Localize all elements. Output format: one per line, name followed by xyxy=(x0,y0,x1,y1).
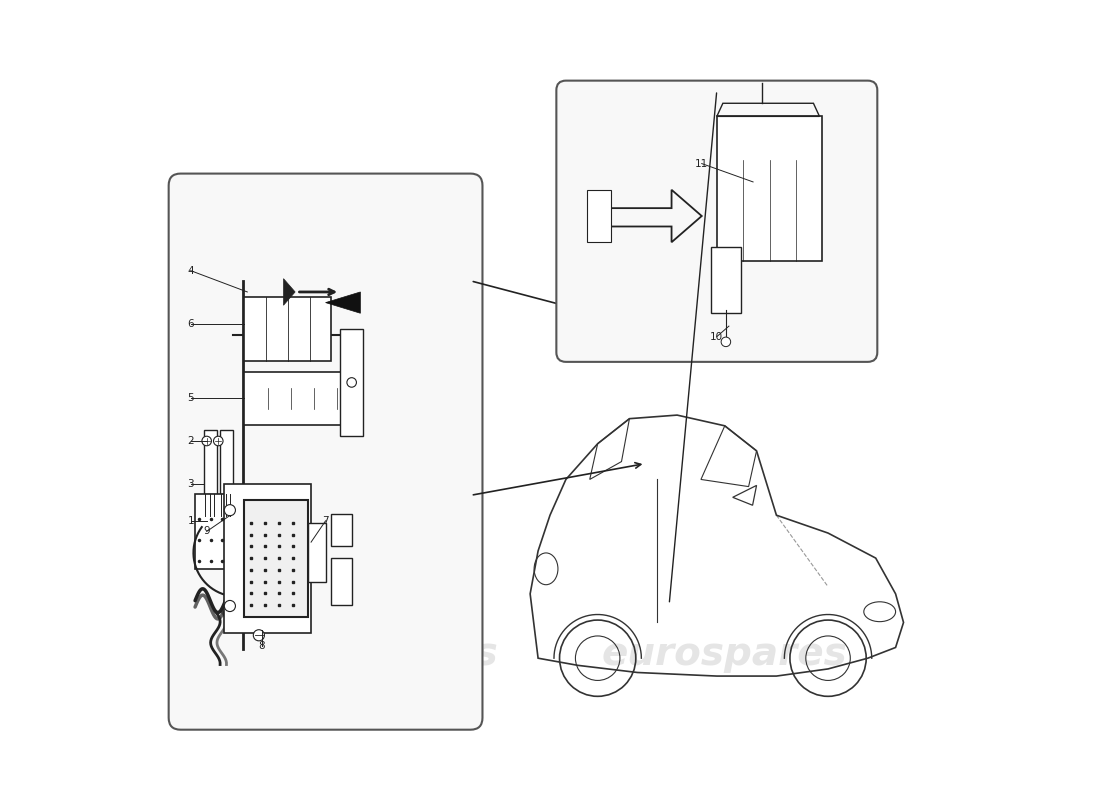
Text: 7: 7 xyxy=(322,516,329,526)
Text: 3: 3 xyxy=(187,478,194,489)
FancyBboxPatch shape xyxy=(220,430,233,494)
Text: 10: 10 xyxy=(711,332,724,342)
Text: eurospares: eurospares xyxy=(252,635,498,674)
Circle shape xyxy=(722,337,730,346)
Circle shape xyxy=(202,436,211,446)
Text: eurospares: eurospares xyxy=(602,635,848,674)
Polygon shape xyxy=(284,278,295,306)
Circle shape xyxy=(213,436,223,446)
Text: 8: 8 xyxy=(258,641,265,651)
FancyBboxPatch shape xyxy=(244,298,331,361)
Text: 5: 5 xyxy=(187,394,194,403)
Text: 9: 9 xyxy=(204,526,210,537)
Circle shape xyxy=(224,601,235,611)
FancyBboxPatch shape xyxy=(331,558,352,605)
FancyBboxPatch shape xyxy=(224,483,311,633)
Text: eurospares: eurospares xyxy=(645,210,837,240)
FancyBboxPatch shape xyxy=(557,81,878,362)
FancyBboxPatch shape xyxy=(340,330,363,436)
Text: 4: 4 xyxy=(187,266,194,276)
Text: 11: 11 xyxy=(695,158,708,169)
FancyBboxPatch shape xyxy=(204,430,217,494)
Circle shape xyxy=(224,505,235,516)
FancyBboxPatch shape xyxy=(331,514,352,546)
Text: 2: 2 xyxy=(187,436,194,446)
FancyBboxPatch shape xyxy=(168,174,483,730)
Text: 6: 6 xyxy=(187,319,194,329)
FancyBboxPatch shape xyxy=(587,190,612,242)
FancyBboxPatch shape xyxy=(717,116,823,261)
FancyBboxPatch shape xyxy=(195,494,235,569)
Text: 1: 1 xyxy=(187,516,194,526)
Polygon shape xyxy=(326,292,361,314)
FancyBboxPatch shape xyxy=(244,499,308,617)
Circle shape xyxy=(253,630,264,641)
FancyBboxPatch shape xyxy=(244,372,361,425)
FancyBboxPatch shape xyxy=(711,247,741,313)
FancyBboxPatch shape xyxy=(308,523,326,582)
